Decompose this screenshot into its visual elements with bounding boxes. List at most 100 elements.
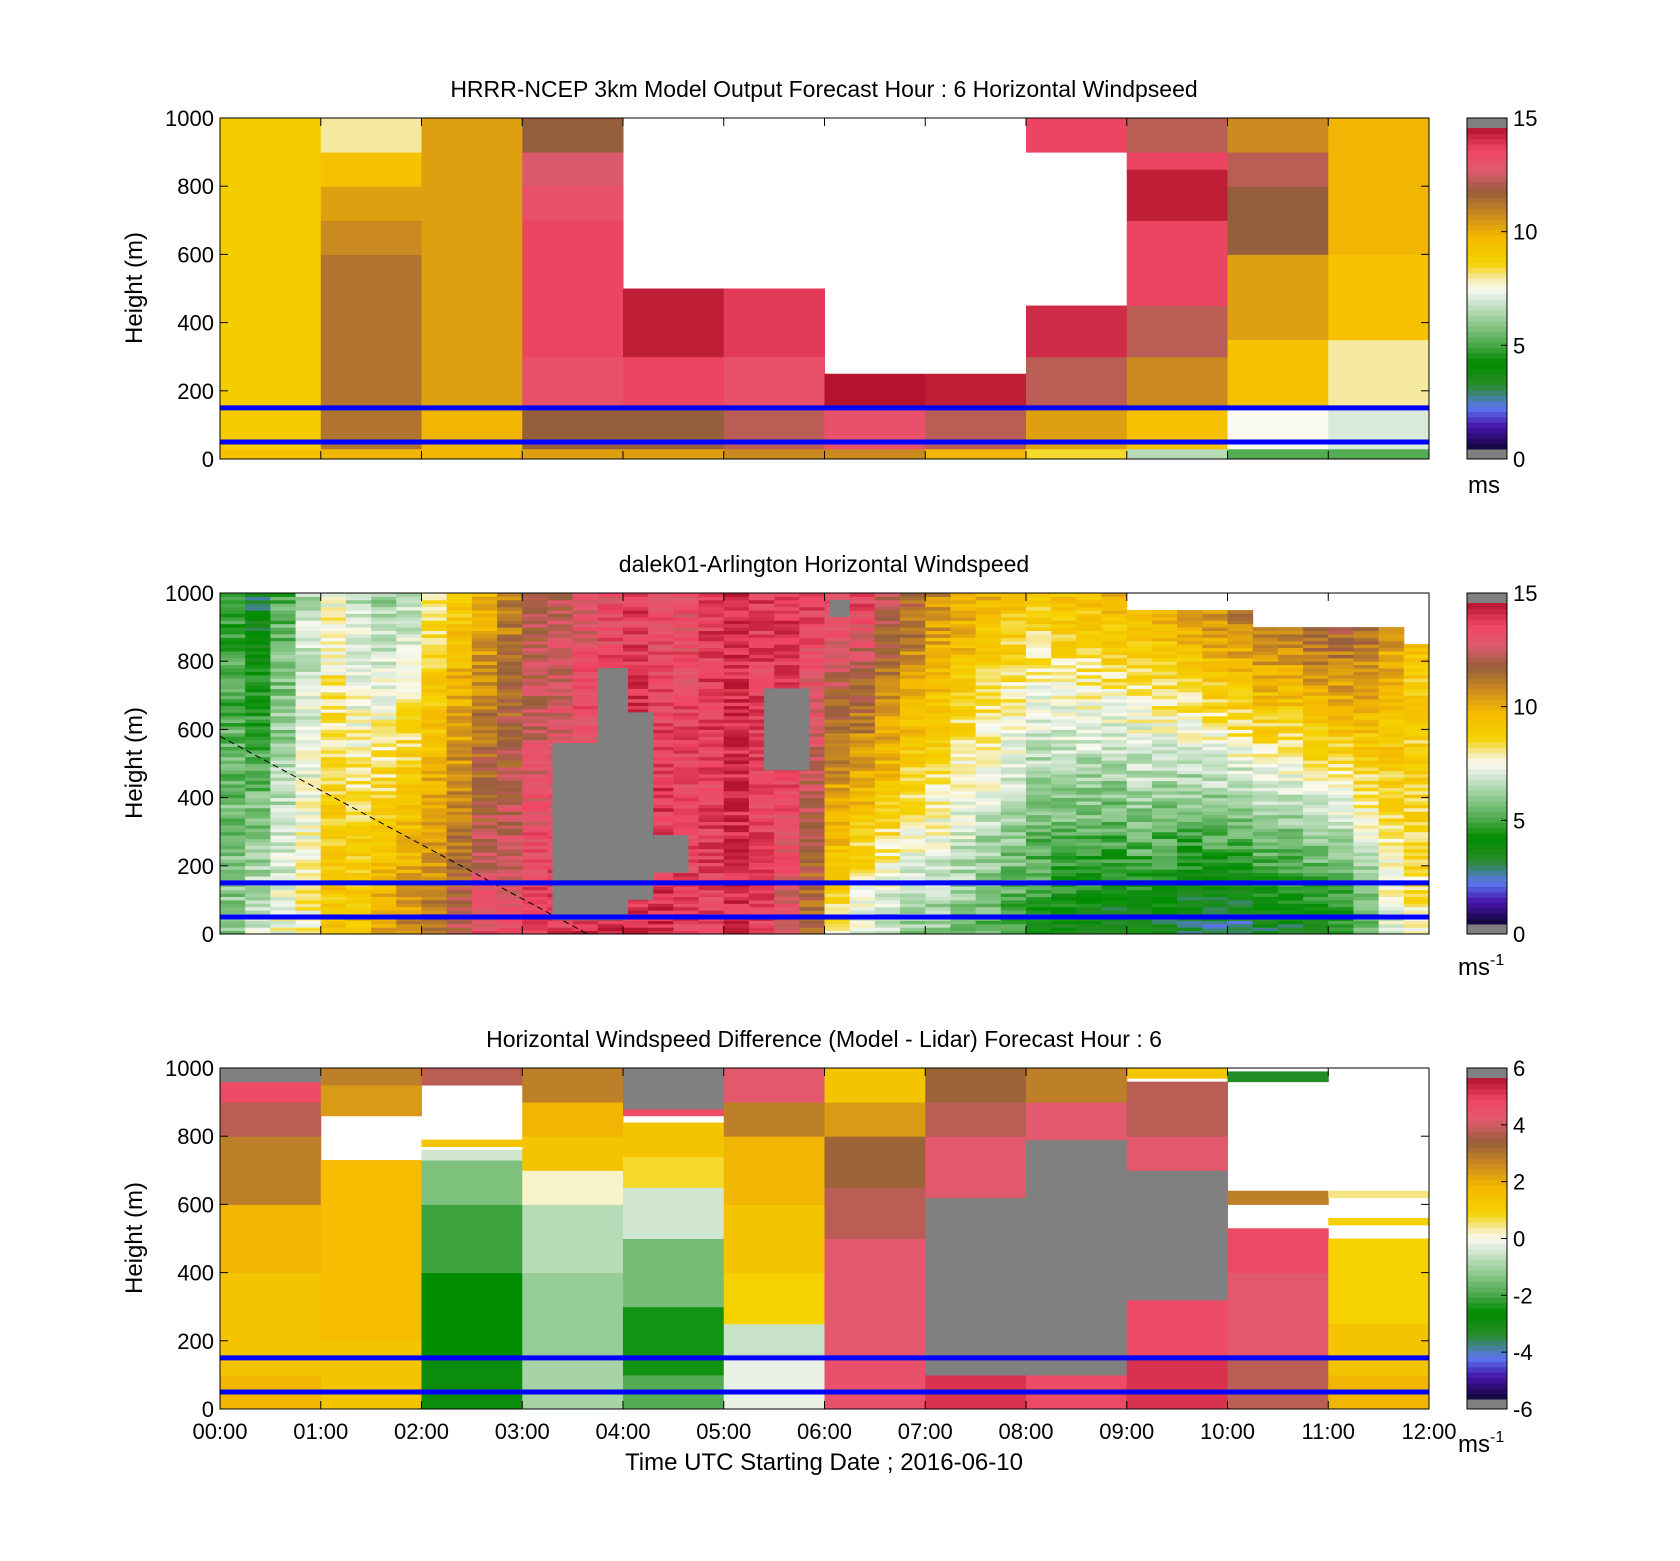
heatmap-cell (950, 886, 977, 891)
heatmap-cell (245, 835, 271, 840)
heatmap-cell (320, 640, 347, 645)
heatmap-cell (295, 790, 322, 795)
heatmap-cell (1403, 732, 1430, 737)
heatmap-cell (648, 804, 674, 809)
heatmap-cell (1378, 725, 1405, 730)
heatmap-cell (1051, 674, 1077, 679)
heatmap-cell (547, 610, 574, 614)
heatmap-cell (1328, 872, 1354, 877)
heatmap-cell (1177, 657, 1203, 662)
heatmap-cell (975, 668, 1002, 672)
heatmap-cell (1403, 678, 1430, 683)
heatmap-cell (471, 845, 498, 850)
heatmap-cell (900, 650, 926, 655)
heatmap-cell (220, 647, 246, 652)
heatmap-cell (1151, 821, 1178, 826)
heatmap-cell (1328, 743, 1354, 747)
heatmap-cell (950, 644, 977, 649)
heatmap-cell (1101, 780, 1128, 785)
heatmap-cell (497, 828, 523, 833)
heatmap-cell (623, 927, 649, 932)
heatmap-cell (1101, 616, 1128, 621)
heatmap-cell (270, 862, 297, 867)
heatmap-cell (220, 664, 246, 669)
heatmap-cell (371, 814, 397, 819)
colorbar-tick-label: 15 (1513, 106, 1537, 131)
heatmap-cell (446, 705, 473, 710)
heatmap-cell (421, 838, 448, 843)
heatmap-cell (748, 893, 775, 897)
heatmap-cell (345, 814, 372, 819)
colorbar-segment (1467, 827, 1507, 834)
heatmap-cell (1151, 783, 1178, 788)
heatmap-cell (748, 794, 775, 799)
heatmap-cell (900, 640, 926, 645)
heatmap-cell (1328, 777, 1354, 782)
heatmap-cell (1101, 708, 1128, 713)
heatmap-cell (1252, 702, 1279, 707)
heatmap-cell (270, 848, 297, 853)
heatmap-cell (597, 623, 624, 628)
heatmap-cell (849, 640, 876, 645)
heatmap-cell (1202, 923, 1228, 928)
heatmap-cell (522, 650, 548, 655)
heatmap-cell (1277, 886, 1304, 891)
heatmap-cell (874, 620, 901, 625)
heatmap-cell (245, 712, 271, 717)
heatmap-cell (345, 927, 372, 932)
heatmap-cell (925, 729, 951, 734)
heatmap-cell (1026, 305, 1128, 358)
heatmap-cell (849, 848, 876, 853)
heatmap-cell (723, 640, 750, 645)
heatmap-cell (723, 725, 750, 730)
heatmap-cell (522, 814, 548, 819)
heatmap-cell (1353, 903, 1380, 908)
heatmap-cell (522, 893, 548, 897)
colorbar-segment (1467, 315, 1507, 322)
heatmap-cell (648, 613, 674, 618)
heatmap-cell (1378, 739, 1405, 744)
heatmap-cell (1026, 876, 1052, 880)
heatmap-cell (1151, 671, 1178, 676)
heatmap-cell (698, 896, 725, 901)
heatmap-cell (975, 814, 1002, 819)
heatmap-cell (874, 763, 901, 768)
heatmap-cell (874, 831, 901, 836)
heatmap-cell (220, 708, 246, 713)
heatmap-cell (1177, 927, 1203, 932)
heatmap-cell (1151, 685, 1178, 689)
heatmap-cell (723, 746, 750, 751)
heatmap-cell (1177, 715, 1203, 720)
heatmap-cell (1000, 794, 1027, 799)
heatmap-cell (522, 698, 548, 703)
heatmap-cell (270, 896, 297, 901)
heatmap-cell (799, 627, 825, 632)
heatmap-cell (673, 872, 700, 877)
heatmap-cell (1227, 763, 1254, 768)
heatmap-cell (1227, 647, 1254, 652)
heatmap-cell (1353, 838, 1380, 843)
heatmap-cell (345, 852, 372, 857)
heatmap-cell (396, 593, 422, 597)
heatmap-cell (1076, 794, 1103, 799)
heatmap-cell (396, 681, 422, 686)
heatmap-cell (799, 640, 825, 645)
heatmap-cell (925, 811, 951, 816)
heatmap-cell (799, 620, 825, 625)
heatmap-cell (874, 760, 901, 764)
heatmap-cell (1353, 828, 1380, 833)
heatmap-cell (1026, 661, 1052, 666)
heatmap-cell (1202, 790, 1228, 795)
heatmap-cell (345, 650, 372, 655)
heatmap-cell (371, 695, 397, 700)
heatmap-cell (1202, 872, 1228, 877)
heatmap-cell (1051, 640, 1077, 645)
heatmap-cell (1076, 613, 1103, 618)
heatmap-cell (1277, 695, 1304, 700)
heatmap-cell (396, 678, 422, 683)
heatmap-cell (1378, 828, 1405, 833)
heatmap-cell (245, 606, 271, 611)
heatmap-cell (950, 719, 977, 724)
heatmap-cell (245, 886, 271, 891)
heatmap-cell (1378, 910, 1405, 915)
